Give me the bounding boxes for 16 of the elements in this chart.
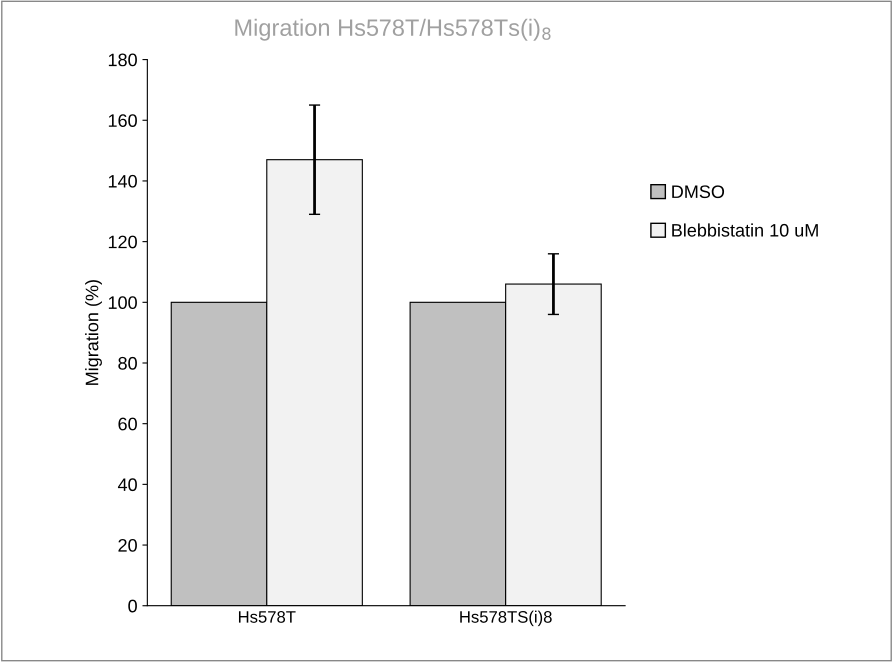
legend-label: Blebbistatin 10 uM — [672, 223, 818, 237]
y-tick-label: 40 — [118, 478, 137, 492]
y-tick-label: 160 — [108, 114, 137, 127]
legend-label: DMSO — [672, 185, 724, 198]
chart-title: Migration Hs578T/Hs578Ts(i)$_{8}$ — [235, 18, 551, 41]
y-tick-label: 180 — [108, 54, 137, 66]
y-tick-label: 140 — [108, 174, 137, 188]
x-tick-label: Hs578T — [238, 611, 296, 623]
y-axis-title: Migration (%) — [85, 280, 102, 385]
y-tick-label: 60 — [118, 418, 137, 430]
y-tick-label: 80 — [118, 356, 137, 370]
y-tick-label: 0 — [128, 600, 137, 612]
y-tick-label: 100 — [108, 296, 137, 310]
y-tick-label: 20 — [118, 538, 137, 552]
y-tick-label: 120 — [108, 236, 137, 248]
x-tick-label: Hs578TS(i)8 — [460, 610, 552, 626]
